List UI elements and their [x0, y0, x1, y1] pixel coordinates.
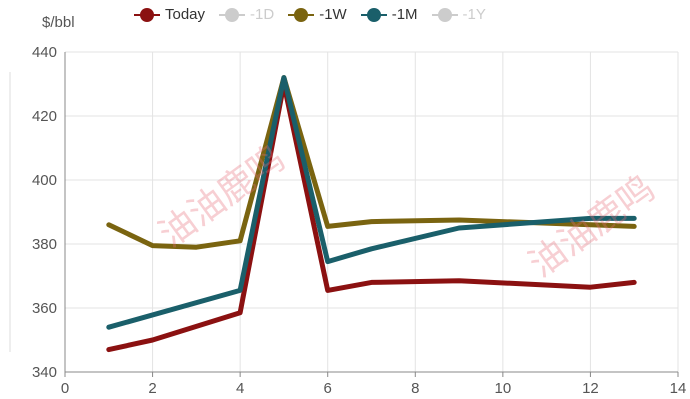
legend-marker-icon — [219, 8, 246, 22]
legend-label: -1W — [319, 6, 347, 23]
y-tick-label: 400 — [32, 172, 57, 189]
y-tick-label: 340 — [32, 364, 57, 381]
legend-item-1d[interactable]: -1D — [219, 6, 274, 24]
x-tick-label: 10 — [495, 380, 512, 397]
legend-label: -1Y — [462, 6, 486, 23]
legend-item-today[interactable]: Today — [134, 6, 205, 24]
legend: Today -1D -1W -1M -1Y — [134, 6, 486, 24]
legend-marker-icon — [288, 8, 315, 22]
legend-marker-icon — [431, 8, 458, 22]
legend-item-1w[interactable]: -1W — [288, 6, 347, 24]
x-tick-label: 4 — [236, 380, 244, 397]
legend-label: -1M — [391, 6, 418, 23]
y-tick-label: 360 — [32, 300, 57, 317]
series-lines — [106, 75, 637, 353]
series-line-today — [106, 81, 637, 353]
legend-label: -1D — [250, 6, 275, 23]
legend-item-1y[interactable]: -1Y — [431, 6, 486, 24]
y-tick-label: 380 — [32, 236, 57, 253]
legend-label: Today — [165, 6, 206, 23]
y-tick-label: 440 — [32, 44, 57, 61]
legend-item-1m[interactable]: -1M — [360, 6, 418, 24]
x-tick-label: 8 — [411, 380, 419, 397]
tick-labels: 340 360 380 400 420 440 0 2 4 6 8 10 12 14 — [32, 44, 686, 397]
x-tick-label: 12 — [582, 380, 599, 397]
x-tick-label: 14 — [670, 380, 687, 397]
y-axis-label: $/bbl — [42, 14, 75, 31]
x-tick-label: 0 — [61, 380, 69, 397]
legend-marker-icon — [134, 8, 160, 22]
axes — [9, 52, 679, 377]
legend-marker-icon — [360, 8, 387, 22]
x-tick-label: 2 — [148, 380, 156, 397]
x-tick-label: 6 — [324, 380, 332, 397]
y-tick-label: 420 — [32, 108, 57, 125]
series-line-1m — [106, 75, 637, 330]
